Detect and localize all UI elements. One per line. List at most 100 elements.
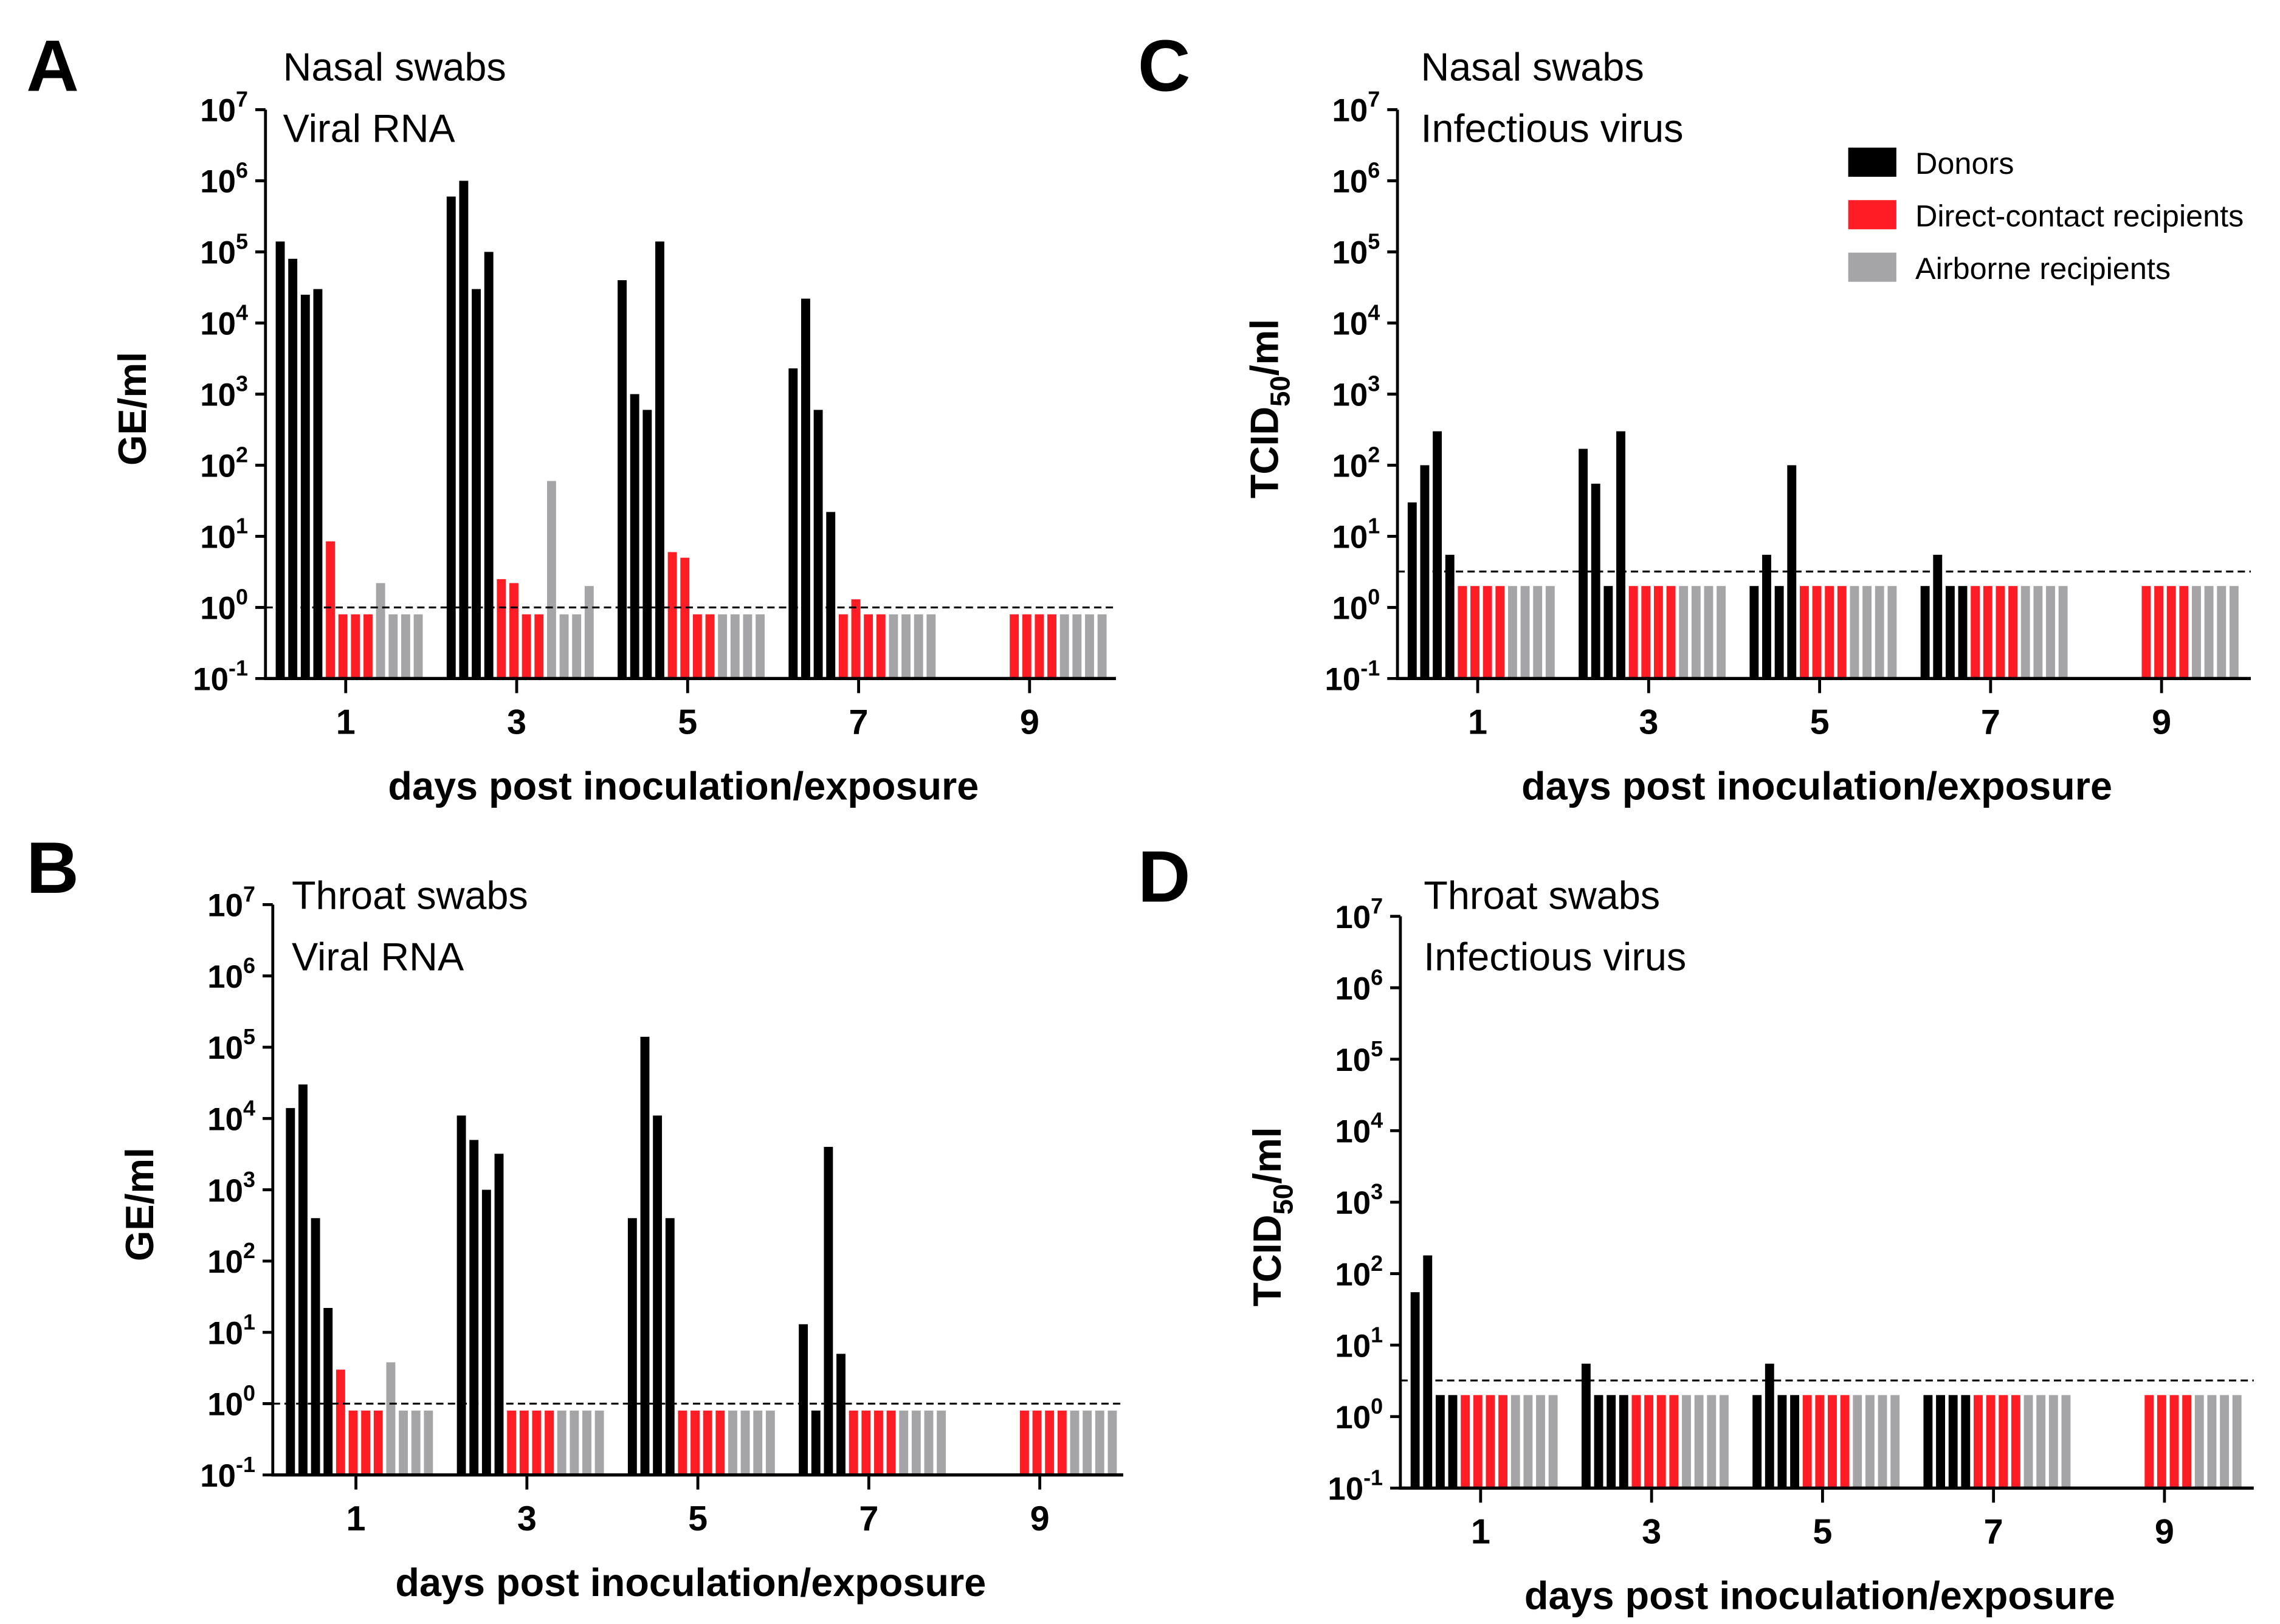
bar-direct-contact-recipients-day1 <box>363 614 373 679</box>
y-tick-base: 10 <box>200 377 236 413</box>
bar-donors-day1 <box>1410 1292 1420 1488</box>
bar-donors-day3 <box>1603 586 1613 679</box>
y-tick-label: 103 <box>1335 1179 1383 1221</box>
bar-airborne-recipients-day1 <box>1520 586 1530 679</box>
y-tick-base: 10 <box>1332 306 1368 342</box>
bar-direct-contact-recipients-day1 <box>361 1410 371 1475</box>
y-tick-base: 10 <box>200 306 236 342</box>
bar-donors-day5 <box>655 241 664 679</box>
bar-airborne-recipients-day5 <box>1853 1395 1862 1488</box>
y-tick-exponent: 5 <box>243 1024 255 1049</box>
bar-airborne-recipients-day3 <box>1691 586 1701 679</box>
y-tick-exponent: 7 <box>1371 893 1383 918</box>
bar-direct-contact-recipients-day9 <box>1019 1410 1029 1475</box>
bar-direct-contact-recipients-day7 <box>851 599 861 679</box>
bar-direct-contact-recipients-day7 <box>2008 586 2018 679</box>
bar-donors-day5 <box>1787 465 1797 679</box>
bar-direct-contact-recipients-day3 <box>1641 586 1651 679</box>
y-tick-label: 101 <box>207 1309 255 1351</box>
y-tick-base: 10 <box>207 1101 243 1137</box>
bar-airborne-recipients-day3 <box>1679 586 1689 679</box>
bar-direct-contact-recipients-day3 <box>1653 586 1663 679</box>
bar-direct-contact-recipients-day1 <box>338 614 348 679</box>
y-tick-label: 103 <box>200 371 248 413</box>
y-tick-base: 10 <box>207 959 243 995</box>
bar-airborne-recipients-day7 <box>899 1410 909 1475</box>
bar-donors-day7 <box>1958 586 1968 679</box>
y-tick-base: 10 <box>207 1030 243 1066</box>
bar-direct-contact-recipients-day9 <box>1010 614 1019 679</box>
legend: Donors Direct-contact recipients Airborne … <box>1848 146 2244 286</box>
y-tick-exponent: 4 <box>1371 1108 1383 1133</box>
bar-donors-day7 <box>1923 1395 1933 1488</box>
bar-airborne-recipients-day9 <box>2204 586 2214 679</box>
x-tick-label: 1 <box>1471 1513 1490 1552</box>
y-tick-label: 10-1 <box>193 656 248 698</box>
bar-direct-contact-recipients-day1 <box>1461 1395 1470 1488</box>
x-tick-label: 1 <box>336 703 356 742</box>
bar-direct-contact-recipients-day9 <box>2182 1395 2192 1488</box>
legend-label: Airborne recipients <box>1915 251 2171 286</box>
bar-airborne-recipients-day9 <box>1107 1410 1117 1475</box>
y-axis-label-main: TCID <box>1242 407 1286 498</box>
bar-airborne-recipients-day3 <box>570 1410 579 1475</box>
bar-airborne-recipients-day9 <box>2229 586 2239 679</box>
x-tick-label: 3 <box>1639 703 1658 742</box>
bar-airborne-recipients-day9 <box>1083 1410 1092 1475</box>
y-tick-exponent: 3 <box>1368 371 1380 396</box>
y-tick-exponent: 5 <box>1368 229 1380 254</box>
bar-airborne-recipients-day9 <box>1059 614 1069 679</box>
y-tick-base: 10 <box>200 520 236 556</box>
bar-direct-contact-recipients-day5 <box>1840 1395 1850 1488</box>
bar-donors-day3 <box>1579 449 1588 679</box>
y-tick-base: 10 <box>1335 1185 1371 1221</box>
bar-direct-contact-recipients-day9 <box>2179 586 2189 679</box>
y-tick-label: 101 <box>200 514 248 556</box>
y-axis-label: TCID50/ml <box>1245 1127 1298 1306</box>
legend-swatch <box>1848 252 1896 282</box>
bar-airborne-recipients-day7 <box>2058 586 2068 679</box>
x-tick-label: 1 <box>346 1499 366 1538</box>
bar-airborne-recipients-day1 <box>1545 586 1555 679</box>
bar-direct-contact-recipients-day5 <box>667 552 677 679</box>
bar-airborne-recipients-day3 <box>1682 1395 1691 1488</box>
y-tick-base: 10 <box>200 449 236 484</box>
panel-letter: B <box>26 827 79 909</box>
bar-direct-contact-recipients-day5 <box>705 614 715 679</box>
y-tick-label: 102 <box>1332 442 1380 484</box>
bar-direct-contact-recipients-day7 <box>1971 586 1980 679</box>
bar-direct-contact-recipients-day9 <box>2154 586 2164 679</box>
y-tick-base: 10 <box>207 1387 243 1423</box>
bar-donors-day3 <box>1619 1395 1628 1488</box>
panel-letter: A <box>26 25 79 106</box>
bar-direct-contact-recipients-day7 <box>838 614 848 679</box>
x-tick-label: 7 <box>849 703 869 742</box>
bar-airborne-recipients-day5 <box>1887 586 1897 679</box>
y-tick-label: 104 <box>200 300 248 342</box>
bar-direct-contact-recipients-day7 <box>1996 586 2005 679</box>
bar-donors-day3 <box>1594 1395 1603 1488</box>
y-tick-base: 10 <box>207 1244 243 1280</box>
bar-direct-contact-recipients-day3 <box>497 579 506 679</box>
y-tick-base: 10 <box>200 235 236 271</box>
x-tick-label: 5 <box>1813 1513 1832 1552</box>
y-tick-base: 10 <box>1332 235 1368 271</box>
y-tick-label: 104 <box>1335 1108 1383 1150</box>
bar-direct-contact-recipients-day3 <box>1628 586 1638 679</box>
bar-donors-day3 <box>1591 483 1600 679</box>
bar-donors-day1 <box>1423 1255 1433 1488</box>
y-tick-label: 105 <box>200 229 248 271</box>
y-tick-exponent: 4 <box>236 300 248 325</box>
bar-direct-contact-recipients-day3 <box>1656 1395 1666 1488</box>
bar-donors-day7 <box>813 410 823 679</box>
bar-donors-day5 <box>627 1218 637 1475</box>
bar-direct-contact-recipients-day3 <box>1666 586 1676 679</box>
bar-direct-contact-recipients-day1 <box>1486 1395 1495 1488</box>
bar-airborne-recipients-day3 <box>1694 1395 1704 1488</box>
x-tick-label: 1 <box>1468 703 1487 742</box>
y-tick-base: 10 <box>200 164 236 200</box>
x-tick-label: 5 <box>678 703 697 742</box>
bar-airborne-recipients-day5 <box>743 614 753 679</box>
y-tick-exponent: 3 <box>236 371 248 396</box>
